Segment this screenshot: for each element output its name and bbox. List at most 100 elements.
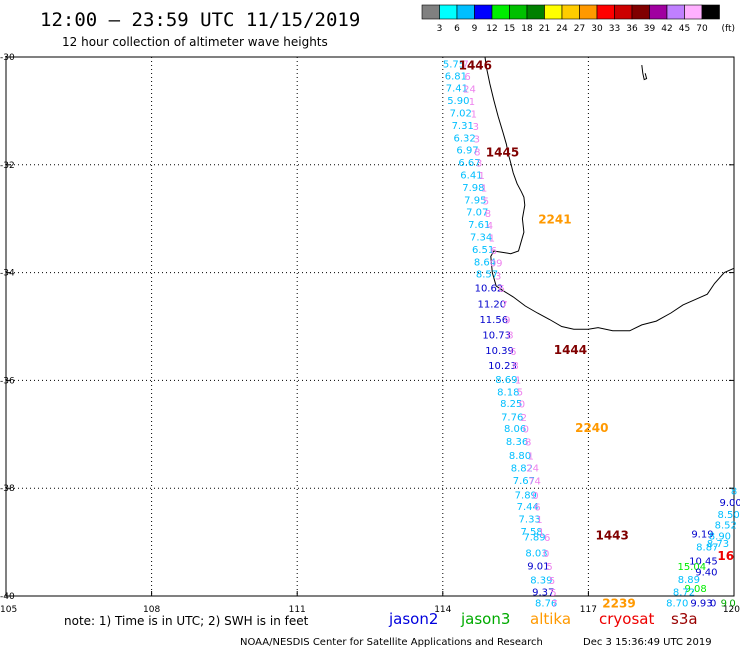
wave-height-label: 6.51 — [472, 245, 494, 256]
wave-height-label: 8 — [512, 361, 518, 372]
plot-area: 5.756.81 7.415.90 7.027.316.32 6.976.67 6.41… — [0, 53, 740, 615]
pass-time-label: 2241 — [538, 213, 571, 227]
wave-height-label: 7.41 — [446, 84, 468, 95]
wave-height-label: 74 — [528, 477, 541, 488]
wave-height-label: 6 — [534, 503, 540, 514]
wave-height-label: 1 — [481, 183, 487, 194]
wave-height-label: 10.62 — [475, 284, 504, 295]
tick-label-x: 114 — [434, 605, 451, 615]
colorbar-label: 30 — [591, 24, 603, 34]
wave-height-label: 6.67 — [458, 158, 480, 169]
wave-height-label: 8 — [507, 331, 513, 342]
wave-height-label: 8.80 — [509, 451, 531, 462]
wave-height-label: 0 — [532, 491, 538, 502]
wave-height-label: 6.32 — [454, 133, 476, 144]
wave-height-label: 10.23 — [488, 361, 517, 372]
satellite-legend-entry: jason3 — [460, 610, 510, 628]
colorbar-swatch — [684, 4, 703, 20]
wave-height-label: 24 — [463, 84, 476, 95]
wave-height-label: 7.98 — [462, 183, 484, 194]
colorbar-legend: 3 6 9 12 15 18 21 24 27 30 33 36 39 42 45 70 (ft) — [421, 4, 736, 34]
tick-label-x: 108 — [143, 605, 160, 615]
tick-label-x: 111 — [289, 605, 306, 615]
colorbar-swatch — [614, 4, 633, 20]
colorbar-unit: (ft) — [722, 24, 736, 34]
wave-height-label: 6 — [464, 72, 470, 83]
wave-height-label: 09 — [490, 258, 503, 269]
wave-height-label: 0 — [523, 424, 529, 435]
wave-height-label: 8.82 — [511, 464, 533, 475]
colorbar-label: 39 — [644, 24, 656, 34]
satellite-legend-entry: s3a — [671, 610, 698, 628]
wave-height-label: 1 — [538, 527, 544, 538]
colorbar-label: 42 — [661, 24, 672, 34]
tick-label-y: -36 — [0, 376, 15, 386]
wave-height-label: 5 — [550, 588, 556, 599]
colorbar-label: 70 — [696, 24, 708, 34]
wave-height-label: 6 — [491, 246, 497, 257]
colorbar-swatch — [526, 4, 545, 20]
tick-label-y: -40 — [0, 592, 15, 602]
colorbar-label: 21 — [539, 24, 550, 34]
wave-height-label: 11.20 — [477, 299, 506, 310]
wave-height-label: 0 — [710, 598, 716, 609]
wave-height-label: 8 — [474, 147, 480, 158]
colorbar-label: 6 — [454, 24, 460, 34]
wave-height-label: 8 — [731, 486, 737, 497]
wave-height-label: 7.07 — [466, 208, 488, 219]
colorbar-swatch — [701, 4, 720, 20]
colorbar-label: 15 — [504, 24, 515, 34]
wave-height-label: 9.37 — [532, 588, 554, 599]
pass-time-label: 1445 — [486, 145, 519, 159]
wave-height-label: 7.58 — [520, 527, 542, 538]
wave-height-label: 3 — [476, 159, 482, 170]
wave-height-label: 3 — [473, 122, 479, 133]
wave-height-label: 9.40 — [695, 568, 717, 579]
wave-height-label: 8.89 — [678, 575, 700, 586]
wave-height-label: 9.08 — [685, 584, 707, 595]
colorbar-label: 3 — [437, 24, 443, 34]
wave-height-label: 5 — [546, 562, 552, 573]
wave-height-label: 7.89 — [523, 533, 545, 544]
wave-height-label: 9 — [504, 315, 510, 326]
tick-label-x: 117 — [580, 605, 597, 615]
wave-height-label: 8.39 — [530, 575, 552, 586]
wave-height-label: 8 — [525, 437, 531, 448]
wave-height-label: 8.57 — [476, 270, 498, 281]
wave-height-label: 15.04 — [677, 562, 706, 573]
wave-height-label: 8 — [485, 209, 491, 220]
wave-height-label: 7.33 — [519, 514, 541, 525]
wave-height-label: 9.01 — [527, 561, 549, 572]
wave-height-label: 7.67 — [513, 476, 535, 487]
wave-height-label: 8.90 — [709, 532, 731, 543]
wave-height-label: 8.50 — [718, 510, 740, 521]
pass-time-label: 1444 — [554, 343, 587, 357]
wave-height-label: 7 — [501, 300, 507, 311]
axis-ticks: 105 108 111 114 117 120-30-32-34-36-38-40 — [0, 53, 740, 615]
coastline — [484, 56, 735, 332]
colorbar-swatch — [421, 4, 440, 20]
wave-height-label: 8.03 — [525, 548, 547, 559]
tick-label-y: -38 — [0, 484, 15, 494]
tick-label-y: -30 — [0, 53, 15, 63]
wave-height-label: 5.75 — [443, 59, 465, 70]
wave-height-label: 8.52 — [715, 520, 737, 531]
satellite-legend-entry: altika — [530, 610, 571, 628]
colorbar-swatch — [474, 4, 493, 20]
wave-height-label: 10.45 — [689, 556, 718, 567]
coastline-segment — [484, 56, 735, 332]
colorbar-swatch — [596, 4, 615, 20]
coastline-segment — [641, 65, 648, 81]
pass-time-label: 16 — [717, 549, 734, 563]
wave-height-label: 1 — [471, 110, 477, 121]
wave-height-label: 7 — [551, 599, 557, 610]
colorbar-swatch — [649, 4, 668, 20]
colorbar-swatch — [439, 4, 458, 20]
wave-height-label: 5 — [483, 196, 489, 207]
wave-height-label: 9.93 — [690, 598, 712, 609]
wave-height-label: 7.34 — [470, 232, 492, 243]
wave-height-label: 8.70 — [666, 598, 688, 609]
wave-height-label: 7.76 — [501, 413, 523, 424]
